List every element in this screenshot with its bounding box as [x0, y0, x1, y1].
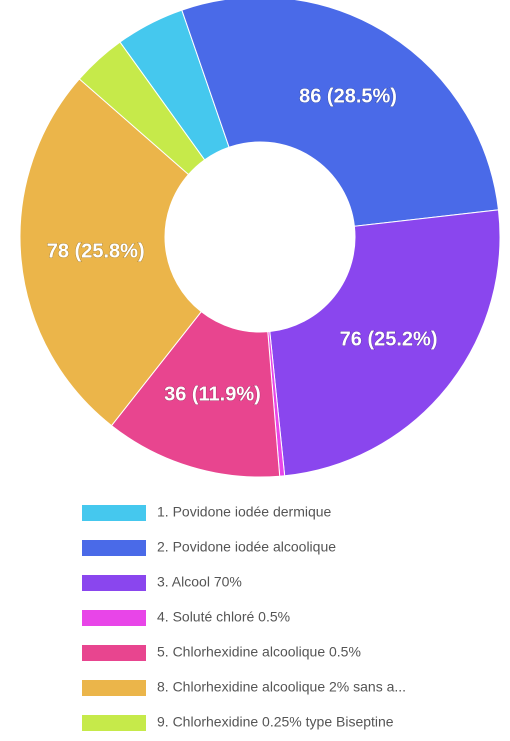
segment	[269, 209, 501, 477]
data-label: 78 (25.8%)	[47, 241, 145, 263]
legend-label: 1. Povidone iodée dermique	[157, 504, 332, 520]
legend-swatch	[82, 715, 146, 731]
legend-label: 2. Povidone iodée alcoolique	[157, 539, 336, 555]
legend-label: 8. Chlorhexidine alcoolique 2% sans a...	[157, 679, 406, 695]
legend-swatch	[82, 505, 146, 521]
legend-swatch	[82, 680, 146, 696]
legend-swatch	[82, 575, 146, 591]
segment	[78, 41, 206, 176]
data-label: 86 (28.5%)	[299, 86, 397, 108]
data-label: 76 (25.2%)	[340, 329, 438, 351]
legend-swatch	[82, 645, 146, 661]
legend-label: 3. Alcool 70%	[157, 574, 242, 590]
legend-label: 9. Chlorhexidine 0.25% type Biseptine	[157, 714, 394, 730]
segment	[110, 310, 281, 478]
segment	[19, 78, 202, 427]
segment	[181, 0, 500, 227]
data-label: 36 (11.9%)	[164, 383, 261, 405]
legend-swatch	[82, 610, 146, 626]
legend-swatch	[82, 540, 146, 556]
legend-label: 5. Chlorhexidine alcoolique 0.5%	[157, 644, 361, 660]
legend-label: 4. Soluté chloré 0.5%	[157, 609, 290, 625]
